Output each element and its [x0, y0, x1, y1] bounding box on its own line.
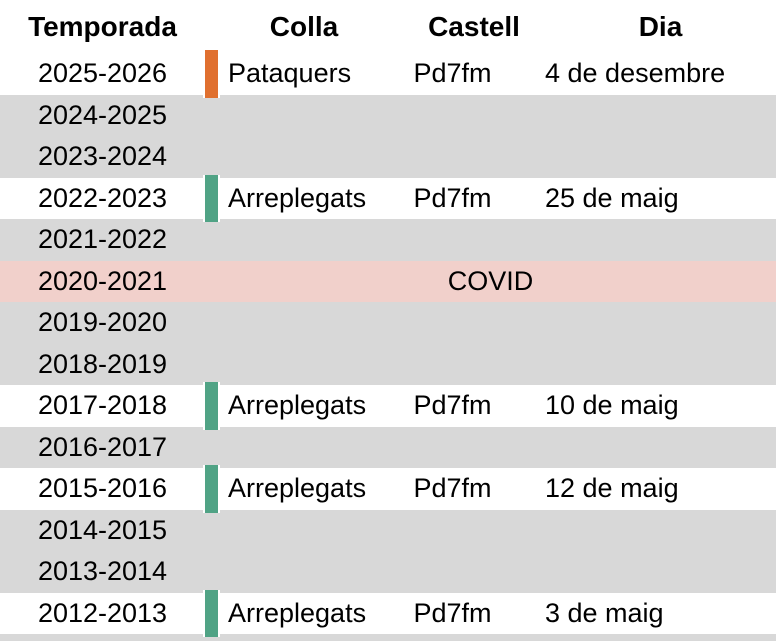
column-header-colla: Colla [269, 10, 339, 42]
season-label: 2016-2017 [37, 431, 168, 462]
table-row: 2018-2019 [0, 343, 776, 385]
column-header-temporada: Temporada [28, 10, 177, 42]
table-row: 2021-2022 [0, 219, 776, 261]
table-row: 2015-2016 Arreplegats Pd7fm 12 de maig [0, 465, 776, 513]
colla-label: Arreplegats [228, 182, 367, 213]
colla-cell: Arreplegats [203, 589, 390, 637]
column-header-castell: Castell [428, 10, 520, 42]
covid-note: COVID [447, 265, 534, 296]
season-label: 2024-2025 [37, 99, 168, 130]
table-row: 2022-2023 Arreplegats Pd7fm 25 de maig [0, 174, 776, 222]
season-label: 2023-2024 [37, 141, 168, 172]
colla-color-bar [203, 589, 220, 637]
column-header-dia: Dia [638, 10, 683, 42]
dia-label: 12 de maig [545, 473, 679, 504]
colla-cell: Arreplegats [203, 174, 390, 222]
season-label: 2020-2021 [37, 265, 168, 296]
season-label: 2017-2018 [37, 390, 168, 421]
dia-label: 3 de maig [545, 597, 664, 628]
colla-cell: Arreplegats [203, 382, 390, 430]
castell-label: Pd7fm [413, 597, 492, 628]
season-label: 2021-2022 [37, 224, 168, 255]
season-label: 2025-2026 [37, 58, 168, 89]
table-row: 2023-2024 [0, 136, 776, 178]
table-row: 2019-2020 [0, 302, 776, 344]
next-row-partial [0, 634, 776, 641]
colla-cell: Arreplegats [203, 465, 390, 513]
colla-color-bar [203, 382, 220, 430]
table-header: Temporada Colla Castell Dia [0, 0, 776, 53]
dia-label: 4 de desembre [545, 58, 726, 89]
castell-label: Pd7fm [413, 390, 492, 421]
dia-label: 10 de maig [545, 390, 679, 421]
season-label: 2012-2013 [37, 597, 168, 628]
colla-color-bar [203, 174, 220, 222]
season-label: 2014-2015 [37, 514, 168, 545]
colla-label: Pataquers [228, 58, 352, 89]
table-row: 2024-2025 [0, 94, 776, 136]
table-row-covid: 2020-2021 COVID [0, 260, 776, 302]
colla-color-bar [203, 465, 220, 513]
table-row: 2025-2026 Pataquers Pd7fm 4 de desembre [0, 50, 776, 98]
castell-label: Pd7fm [413, 182, 492, 213]
colla-color-bar [203, 50, 220, 98]
season-label: 2013-2014 [37, 556, 168, 587]
colla-label: Arreplegats [228, 390, 367, 421]
season-label: 2019-2020 [37, 307, 168, 338]
season-label: 2018-2019 [37, 348, 168, 379]
colla-label: Arreplegats [228, 597, 367, 628]
table-row: 2012-2013 Arreplegats Pd7fm 3 de maig [0, 589, 776, 637]
season-label: 2022-2023 [37, 182, 168, 213]
colla-cell: Pataquers [203, 50, 390, 98]
castell-label: Pd7fm [413, 473, 492, 504]
table-row: 2016-2017 [0, 426, 776, 468]
dia-label: 25 de maig [545, 182, 679, 213]
castell-label: Pd7fm [413, 58, 492, 89]
table-row: 2017-2018 Arreplegats Pd7fm 10 de maig [0, 382, 776, 430]
table-row: 2014-2015 [0, 509, 776, 551]
table-row: 2013-2014 [0, 551, 776, 593]
season-label: 2015-2016 [37, 473, 168, 504]
colla-label: Arreplegats [228, 473, 367, 504]
